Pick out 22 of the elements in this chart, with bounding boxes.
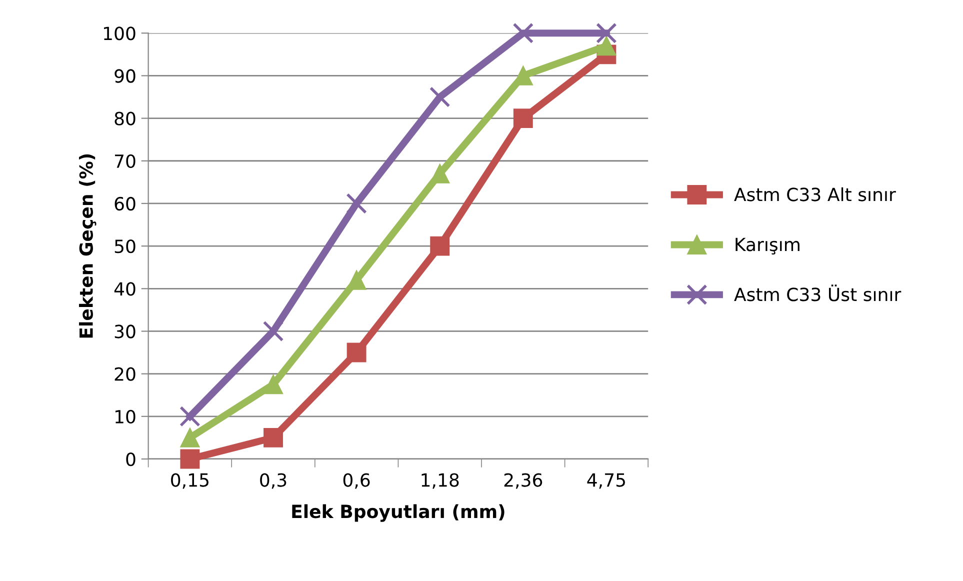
x-tick-label: 0,3 (260, 473, 286, 489)
y-tick-label: 40 (114, 282, 136, 296)
x-tick-label: 1,18 (422, 473, 459, 489)
legend-label: Astm C33 Alt sınır (734, 187, 896, 202)
x-tick-label: 0,15 (171, 473, 208, 489)
y-tick-label: 20 (114, 367, 136, 381)
y-tick-label: 90 (114, 69, 136, 83)
y-tick-label: 80 (114, 112, 136, 126)
x-tick-label: 4,75 (587, 473, 625, 489)
x-tick-label: 2,36 (504, 473, 542, 489)
y-tick-label: 100 (104, 26, 136, 40)
legend-label: Karışım (736, 238, 800, 255)
x-tick-label: 0,6 (343, 473, 370, 489)
y-tick-label: 0 (126, 452, 136, 466)
y-axis-title: Elekten Geçen (%) (79, 154, 96, 338)
y-tick-label: 30 (114, 324, 136, 338)
x-axis-title: Elek Bpoyutları (mm) (292, 504, 504, 522)
y-tick-label: 60 (114, 196, 136, 211)
y-tick-label: 10 (116, 410, 136, 424)
y-tick-label: 50 (114, 240, 136, 254)
legend-label: Astm C33 Üst sınır (734, 284, 902, 302)
y-tick-label: 70 (115, 154, 136, 168)
